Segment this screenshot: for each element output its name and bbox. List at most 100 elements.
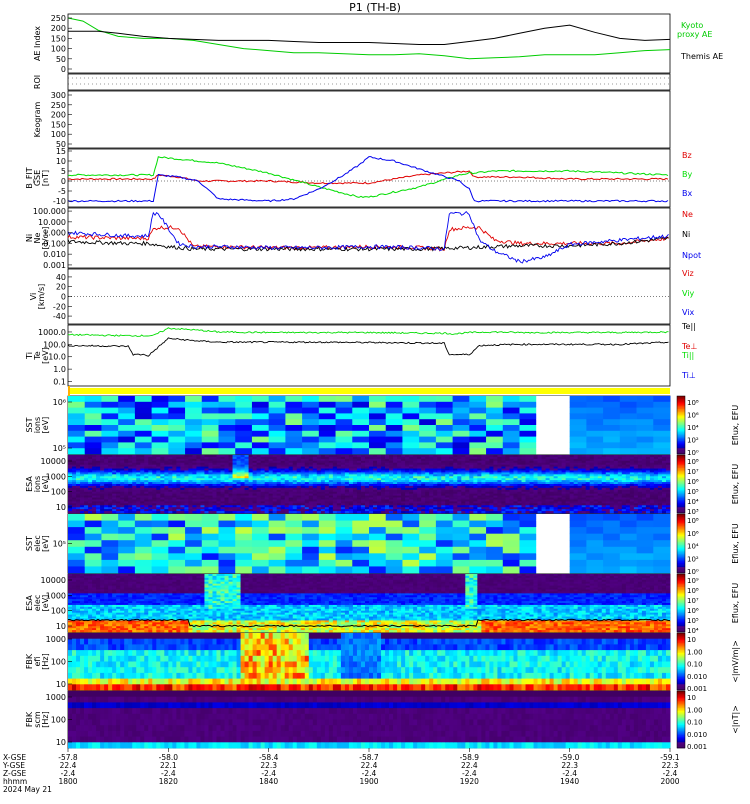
spec-cell [128, 507, 133, 510]
spec-cell [377, 464, 382, 467]
spec-cell [405, 482, 410, 485]
spec-cell [160, 511, 165, 514]
spec-cell [164, 505, 169, 508]
spec-cell [172, 507, 177, 510]
spec-cell [617, 487, 623, 491]
spec-cell [112, 507, 117, 510]
spec-cell [569, 401, 587, 408]
spec-cell [256, 468, 262, 471]
spec-cell [112, 456, 117, 460]
spec-cell [385, 464, 390, 467]
spec-cell [641, 480, 647, 483]
spec-cell [284, 456, 290, 460]
spec-cell [192, 489, 197, 493]
spec-cell [437, 458, 442, 462]
spec-cell [288, 511, 294, 514]
spec-cell [201, 430, 219, 437]
spec-cell [613, 487, 619, 491]
spec-cell [180, 458, 185, 462]
spec-cell [453, 484, 458, 487]
spec-cell [208, 476, 213, 479]
spec-cell [517, 462, 522, 466]
spec-cell [300, 482, 306, 485]
spec-cell [577, 485, 583, 489]
spec-cell [151, 430, 169, 437]
spec-cell [256, 495, 262, 498]
spec-cell [212, 482, 217, 485]
spec-cell [469, 491, 474, 495]
spec-cell [208, 503, 213, 506]
spec-cell [549, 501, 555, 504]
spec-cell [236, 505, 241, 508]
spec-cell [577, 489, 583, 493]
spec-cell [236, 497, 241, 500]
spec-cell [489, 460, 494, 464]
spec-cell [151, 540, 169, 548]
spec-cell [605, 462, 611, 466]
spec-cell [525, 470, 530, 473]
spec-cell [409, 491, 414, 495]
spec-cell [393, 487, 398, 491]
spec-cell [621, 482, 627, 485]
spec-cell [80, 476, 85, 479]
spec-cell [188, 464, 193, 467]
spec-cell [417, 455, 422, 458]
spec-cell [304, 466, 310, 469]
spec-cell [100, 505, 105, 508]
spec-cell [244, 472, 249, 475]
spec-cell [192, 491, 197, 495]
spec-cell [112, 503, 117, 506]
spec-cell [216, 476, 221, 479]
spec-cell [417, 493, 422, 496]
spec-cell [421, 487, 426, 491]
spec-cell [577, 472, 583, 475]
spec-cell [116, 472, 121, 475]
spec-cell [72, 503, 77, 506]
spec-cell [603, 430, 621, 437]
spec-cell [421, 478, 426, 481]
spec-cell [429, 466, 434, 469]
spec-cell [597, 503, 603, 506]
spec-cell [304, 487, 310, 491]
spec-cell [477, 456, 482, 460]
spec-cell [336, 482, 342, 485]
spec-cell [513, 503, 518, 506]
spec-cell [589, 509, 595, 512]
spec-cell [304, 460, 310, 464]
spec-cell [240, 495, 245, 498]
spec-cell [304, 474, 310, 477]
spec-cell [188, 489, 193, 493]
spec-cell [128, 505, 133, 508]
spec-cell [360, 458, 366, 462]
spec-cell [552, 401, 571, 408]
spec-cell [593, 462, 599, 466]
spec-cell [156, 462, 161, 466]
spec-cell [68, 448, 86, 455]
spec-cell [537, 485, 542, 489]
spec-cell [244, 455, 249, 458]
spec-cell [417, 487, 422, 491]
spec-cell [224, 491, 229, 495]
spec-cell [625, 511, 631, 514]
spec-cell [585, 501, 591, 504]
spec-cell [445, 511, 450, 514]
spec-cell [228, 497, 233, 500]
spec-cell [373, 468, 378, 471]
spec-cell [589, 484, 595, 487]
spec-cell [240, 474, 245, 477]
spec-cell [569, 419, 587, 426]
spec-cell [397, 503, 402, 506]
spec-cell [172, 458, 177, 462]
spectrogram-esa_ion [68, 455, 671, 514]
spec-cell [489, 499, 494, 502]
spec-cell [373, 460, 378, 464]
spec-cell [585, 499, 591, 502]
spec-cell [377, 503, 382, 506]
spec-cell [505, 474, 510, 477]
spec-cell [252, 501, 258, 504]
spec-cell [352, 474, 358, 477]
spec-cell [348, 466, 354, 469]
spec-cell [336, 472, 342, 475]
spec-cell [172, 493, 177, 496]
spec-cell [402, 413, 420, 420]
